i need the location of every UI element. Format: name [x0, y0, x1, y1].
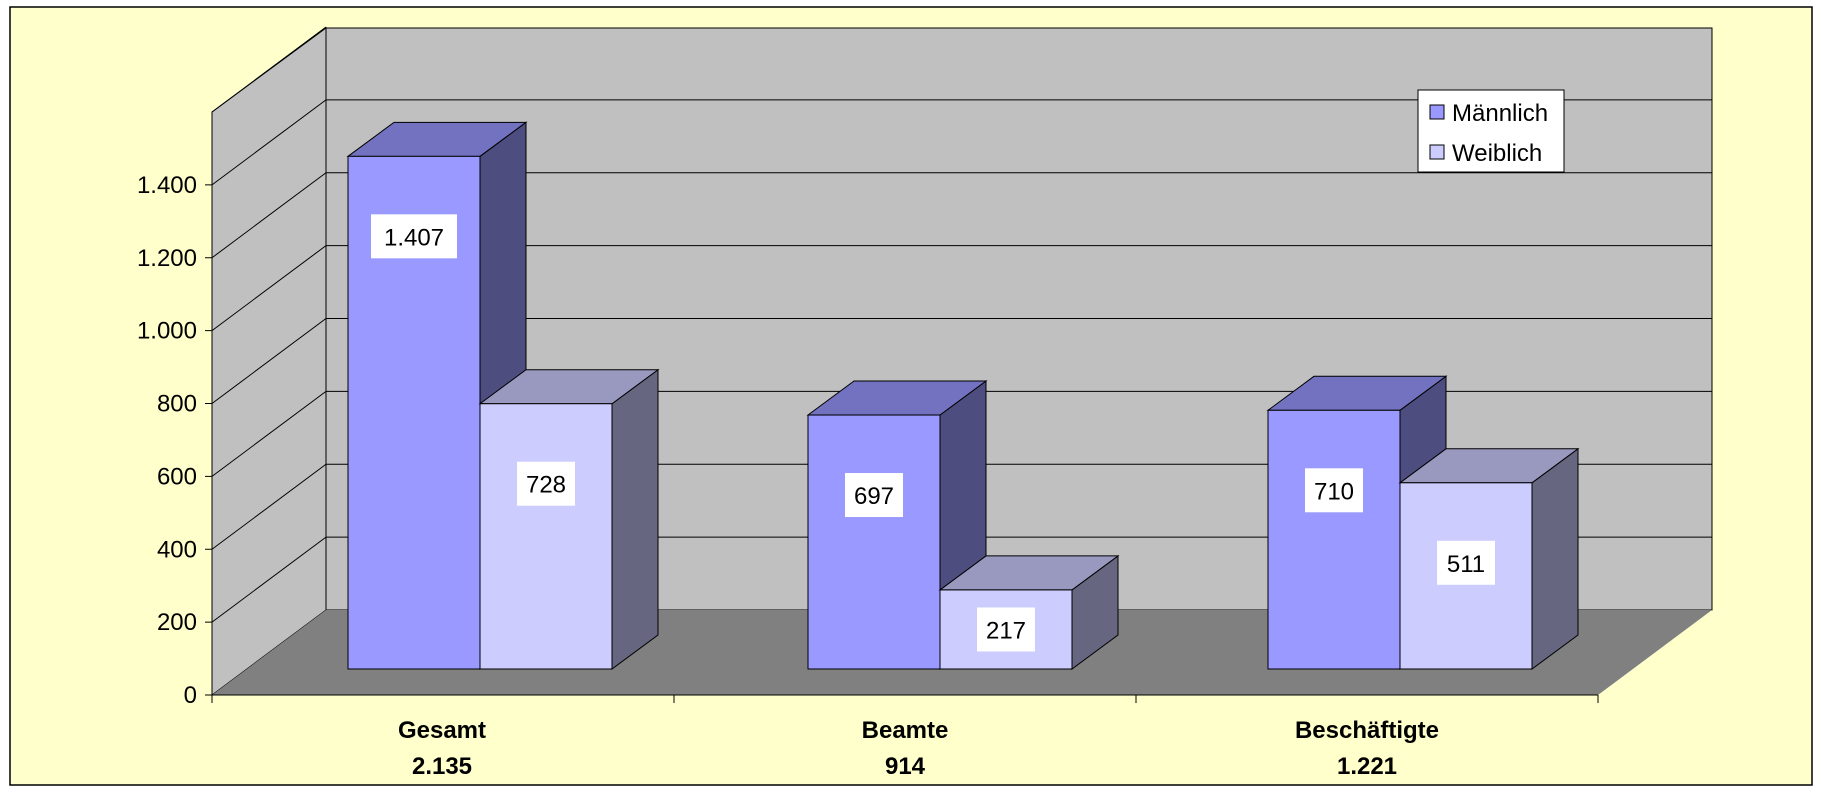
- gridline-side-5: [211, 245, 327, 332]
- bar-weiblich-beamte-data-label-box: [977, 607, 1035, 652]
- y-tick-label-2: 400: [157, 536, 197, 563]
- y-tick-label-5: 1.000: [137, 318, 197, 345]
- bar-maennlich-beschaeftigte-front: [1267, 409, 1401, 670]
- y-axis-ticks: [205, 184, 212, 696]
- bar-maennlich-beamte-data-label-box: [845, 473, 903, 518]
- y-tick-label-3: 600: [157, 463, 197, 490]
- legend-label-maennlich: Männlich: [1452, 100, 1548, 127]
- x-axis-labels: Gesamt 2.135 Beamte 914 Beschäftigte 1.2…: [398, 717, 1439, 780]
- y-tick-label-1: 200: [157, 609, 197, 636]
- bar-maennlich-beamte-data-label: 697: [854, 483, 894, 510]
- bar-weiblich-gesamt-front: [479, 403, 613, 670]
- category-total-beamte: 914: [885, 753, 926, 780]
- bar-maennlich-beschaeftigte-data-label: 710: [1314, 478, 1354, 505]
- category-label-beschaeftigte: Beschäftigte: [1295, 717, 1439, 744]
- y-axis-labels: 0 200 400 600 800 1.000 1.200 1.400: [137, 172, 197, 709]
- y-tick-label-7: 1.400: [137, 172, 197, 199]
- bar-maennlich-beschaeftigte-data-label-box: [1305, 468, 1363, 513]
- legend-swatch-weiblich: [1429, 144, 1445, 160]
- bar-weiblich-beamte-data-label: 217: [986, 617, 1026, 644]
- bar-weiblich-beschaeftigte-side: [1531, 447, 1579, 670]
- category-total-gesamt: 2.135: [412, 753, 472, 780]
- bar-weiblich-beschaeftigte-data-label-box: [1437, 540, 1495, 585]
- gridline-side-4: [211, 318, 327, 404]
- gridline-side-2: [211, 463, 327, 550]
- bar-weiblich-beschaeftigte-data-label: 511: [1447, 551, 1485, 578]
- legend-label-weiblich: Weiblich: [1452, 140, 1542, 167]
- bar-maennlich-gesamt-data-label: 1.407: [384, 224, 444, 251]
- gridline-side-3: [211, 390, 327, 477]
- x-axis-ticks: [211, 695, 1599, 703]
- bars: 1.407 728 697 217 710 511: [346, 121, 1580, 670]
- legend: Männlich Weiblich: [1417, 89, 1565, 173]
- bar-maennlich-beamte-front: [807, 414, 941, 670]
- y-tick-label-4: 800: [157, 391, 197, 418]
- bar-maennlich-gesamt-data-label-box: [371, 214, 457, 259]
- gridline-side-7: [211, 99, 327, 186]
- y-tick-label-0: 0: [184, 682, 197, 709]
- category-label-beamte: Beamte: [862, 717, 949, 744]
- gridline-side-6: [211, 172, 327, 259]
- bar-weiblich-gesamt-data-label: 728: [526, 472, 566, 499]
- gridline-side-1: [211, 536, 327, 623]
- y-tick-label-6: 1.200: [137, 245, 197, 272]
- gridline-side-top: [211, 26, 327, 113]
- legend-swatch-maennlich: [1429, 104, 1445, 120]
- category-total-beschaeftigte: 1.221: [1337, 753, 1397, 780]
- category-label-gesamt: Gesamt: [398, 717, 486, 744]
- bar-weiblich-gesamt-side: [611, 368, 659, 670]
- bar-weiblich-gesamt-data-label-box: [517, 461, 575, 506]
